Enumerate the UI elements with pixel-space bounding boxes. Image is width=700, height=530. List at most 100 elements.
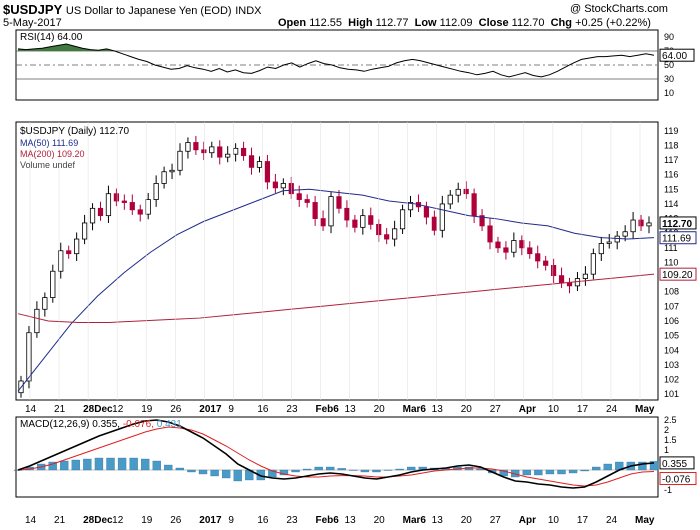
macd-tick-label: 1 xyxy=(664,445,669,455)
price-tick-label: 107 xyxy=(664,301,679,311)
candle-body xyxy=(58,250,64,272)
price-xtick-label: Feb6 xyxy=(315,404,339,415)
close-value: 112.70 xyxy=(511,17,545,29)
candle-body xyxy=(50,270,56,298)
price-xtick-label: Mar6 xyxy=(403,404,427,415)
candle-body xyxy=(42,297,48,310)
macd-signal-line xyxy=(17,426,655,487)
macd-histogram-bar xyxy=(94,457,104,471)
macd-xtick-label: 24 xyxy=(606,515,618,526)
macd-xtick-label: Feb6 xyxy=(315,515,339,526)
candle-body xyxy=(145,199,151,215)
macd-histogram-bar xyxy=(233,469,242,482)
candle-body xyxy=(447,194,453,205)
open-label: Open xyxy=(278,17,307,29)
macd-histogram-bar xyxy=(326,466,335,471)
macd-histogram-bar xyxy=(395,468,404,471)
candle-body xyxy=(606,241,612,244)
candle-body xyxy=(217,146,223,158)
candle-body xyxy=(551,264,557,277)
candle-body xyxy=(519,240,525,249)
chg-label: Chg xyxy=(550,17,572,29)
price-xtick-label: 28Dec xyxy=(83,404,113,415)
price-xtick-label: 9 xyxy=(228,404,234,415)
exchange: INDX xyxy=(235,5,262,17)
price-xtick-label: 19 xyxy=(141,404,153,415)
macd-histogram-bar xyxy=(407,466,416,471)
symbol: $USDJPY xyxy=(3,2,63,17)
legend-ma200: MA(200) 109.20 xyxy=(20,149,85,159)
candle-body xyxy=(129,202,135,211)
price-xtick-label: 13 xyxy=(345,404,357,415)
open-value: 112.55 xyxy=(309,17,343,29)
price-tick-label: 118 xyxy=(664,140,678,150)
rsi-tick-label: 10 xyxy=(664,88,674,98)
candle-body xyxy=(590,253,596,275)
candle-body xyxy=(97,207,104,217)
macd-tick-label: 1.5 xyxy=(664,435,677,445)
macd-title-signal: -0.076, xyxy=(123,419,154,430)
price-xtick-label: 24 xyxy=(606,404,618,415)
candle-body xyxy=(193,142,199,151)
legend-price: $USDJPY (Daily) 112.70 xyxy=(20,126,130,137)
macd-panel xyxy=(15,416,659,498)
macd-histogram-bar xyxy=(534,469,543,476)
price-tick-label: 114 xyxy=(664,199,678,209)
date-label: 5-May-2017 xyxy=(3,17,62,29)
macd-xtick-label: 20 xyxy=(374,515,386,526)
macd-histogram-bar xyxy=(164,464,173,471)
candle-body xyxy=(185,142,191,152)
price-value-box xyxy=(659,267,697,281)
legend-volume: Volume undef xyxy=(20,160,76,170)
candle-body xyxy=(336,196,342,209)
macd-histogram-bar xyxy=(545,469,555,475)
chg-value: +0.25 (+0.22%) xyxy=(575,17,651,29)
candle-body xyxy=(225,153,231,158)
macd-histogram-bar xyxy=(268,469,277,478)
candle-body xyxy=(399,209,406,230)
price-tick-label: 106 xyxy=(664,316,679,326)
macd-tick-label: -1 xyxy=(664,485,672,495)
macd-histogram-bar xyxy=(383,469,393,471)
price-tick-label: 108 xyxy=(664,287,679,297)
candle-body xyxy=(511,240,517,253)
price-xtick-label: 14 xyxy=(25,404,37,415)
candle-body xyxy=(34,308,40,334)
candle-body xyxy=(630,219,636,233)
candle-body xyxy=(201,149,207,154)
macd-histogram-bar xyxy=(175,467,185,471)
candle-body xyxy=(543,260,549,266)
rsi-title: RSI(14) 64.00 xyxy=(20,32,83,43)
price-xtick-label: 10 xyxy=(548,404,560,415)
candle-body xyxy=(582,273,589,279)
candle-body xyxy=(209,146,215,154)
candle-body xyxy=(352,219,358,228)
macd-xtick-label: 2017 xyxy=(199,515,222,526)
candle-body xyxy=(495,241,501,249)
candle-body xyxy=(535,253,541,262)
macd-histogram-bar xyxy=(499,469,508,477)
price-tick-label: 105 xyxy=(664,331,679,341)
price-tick-label: 110 xyxy=(664,257,678,267)
price-tick-label: 101 xyxy=(664,389,679,399)
price-panel xyxy=(15,121,659,401)
macd-xtick-label: 12 xyxy=(112,515,124,526)
macd-histogram-bar xyxy=(314,466,323,471)
macd-histogram-bar xyxy=(522,469,531,476)
candle-body xyxy=(646,222,652,227)
candle-body xyxy=(240,147,247,157)
price-xtick-label: 2017 xyxy=(199,404,222,415)
price-xtick-label: 27 xyxy=(490,404,502,415)
price-value-box xyxy=(659,216,697,230)
rsi-line xyxy=(17,43,655,78)
candle-body xyxy=(598,243,604,255)
title-line: $USDJPY US Dollar to Japanese Yen (EOD) … xyxy=(3,2,261,17)
macd-histogram-bar xyxy=(221,469,231,479)
low-value: 112.09 xyxy=(439,17,473,29)
macd-xtick-label: 23 xyxy=(286,515,298,526)
macd-xtick-label: 28Dec xyxy=(83,515,113,526)
macd-xtick-label: 26 xyxy=(170,515,182,526)
price-value-box xyxy=(659,231,697,245)
macd-histogram-bar xyxy=(187,469,196,473)
